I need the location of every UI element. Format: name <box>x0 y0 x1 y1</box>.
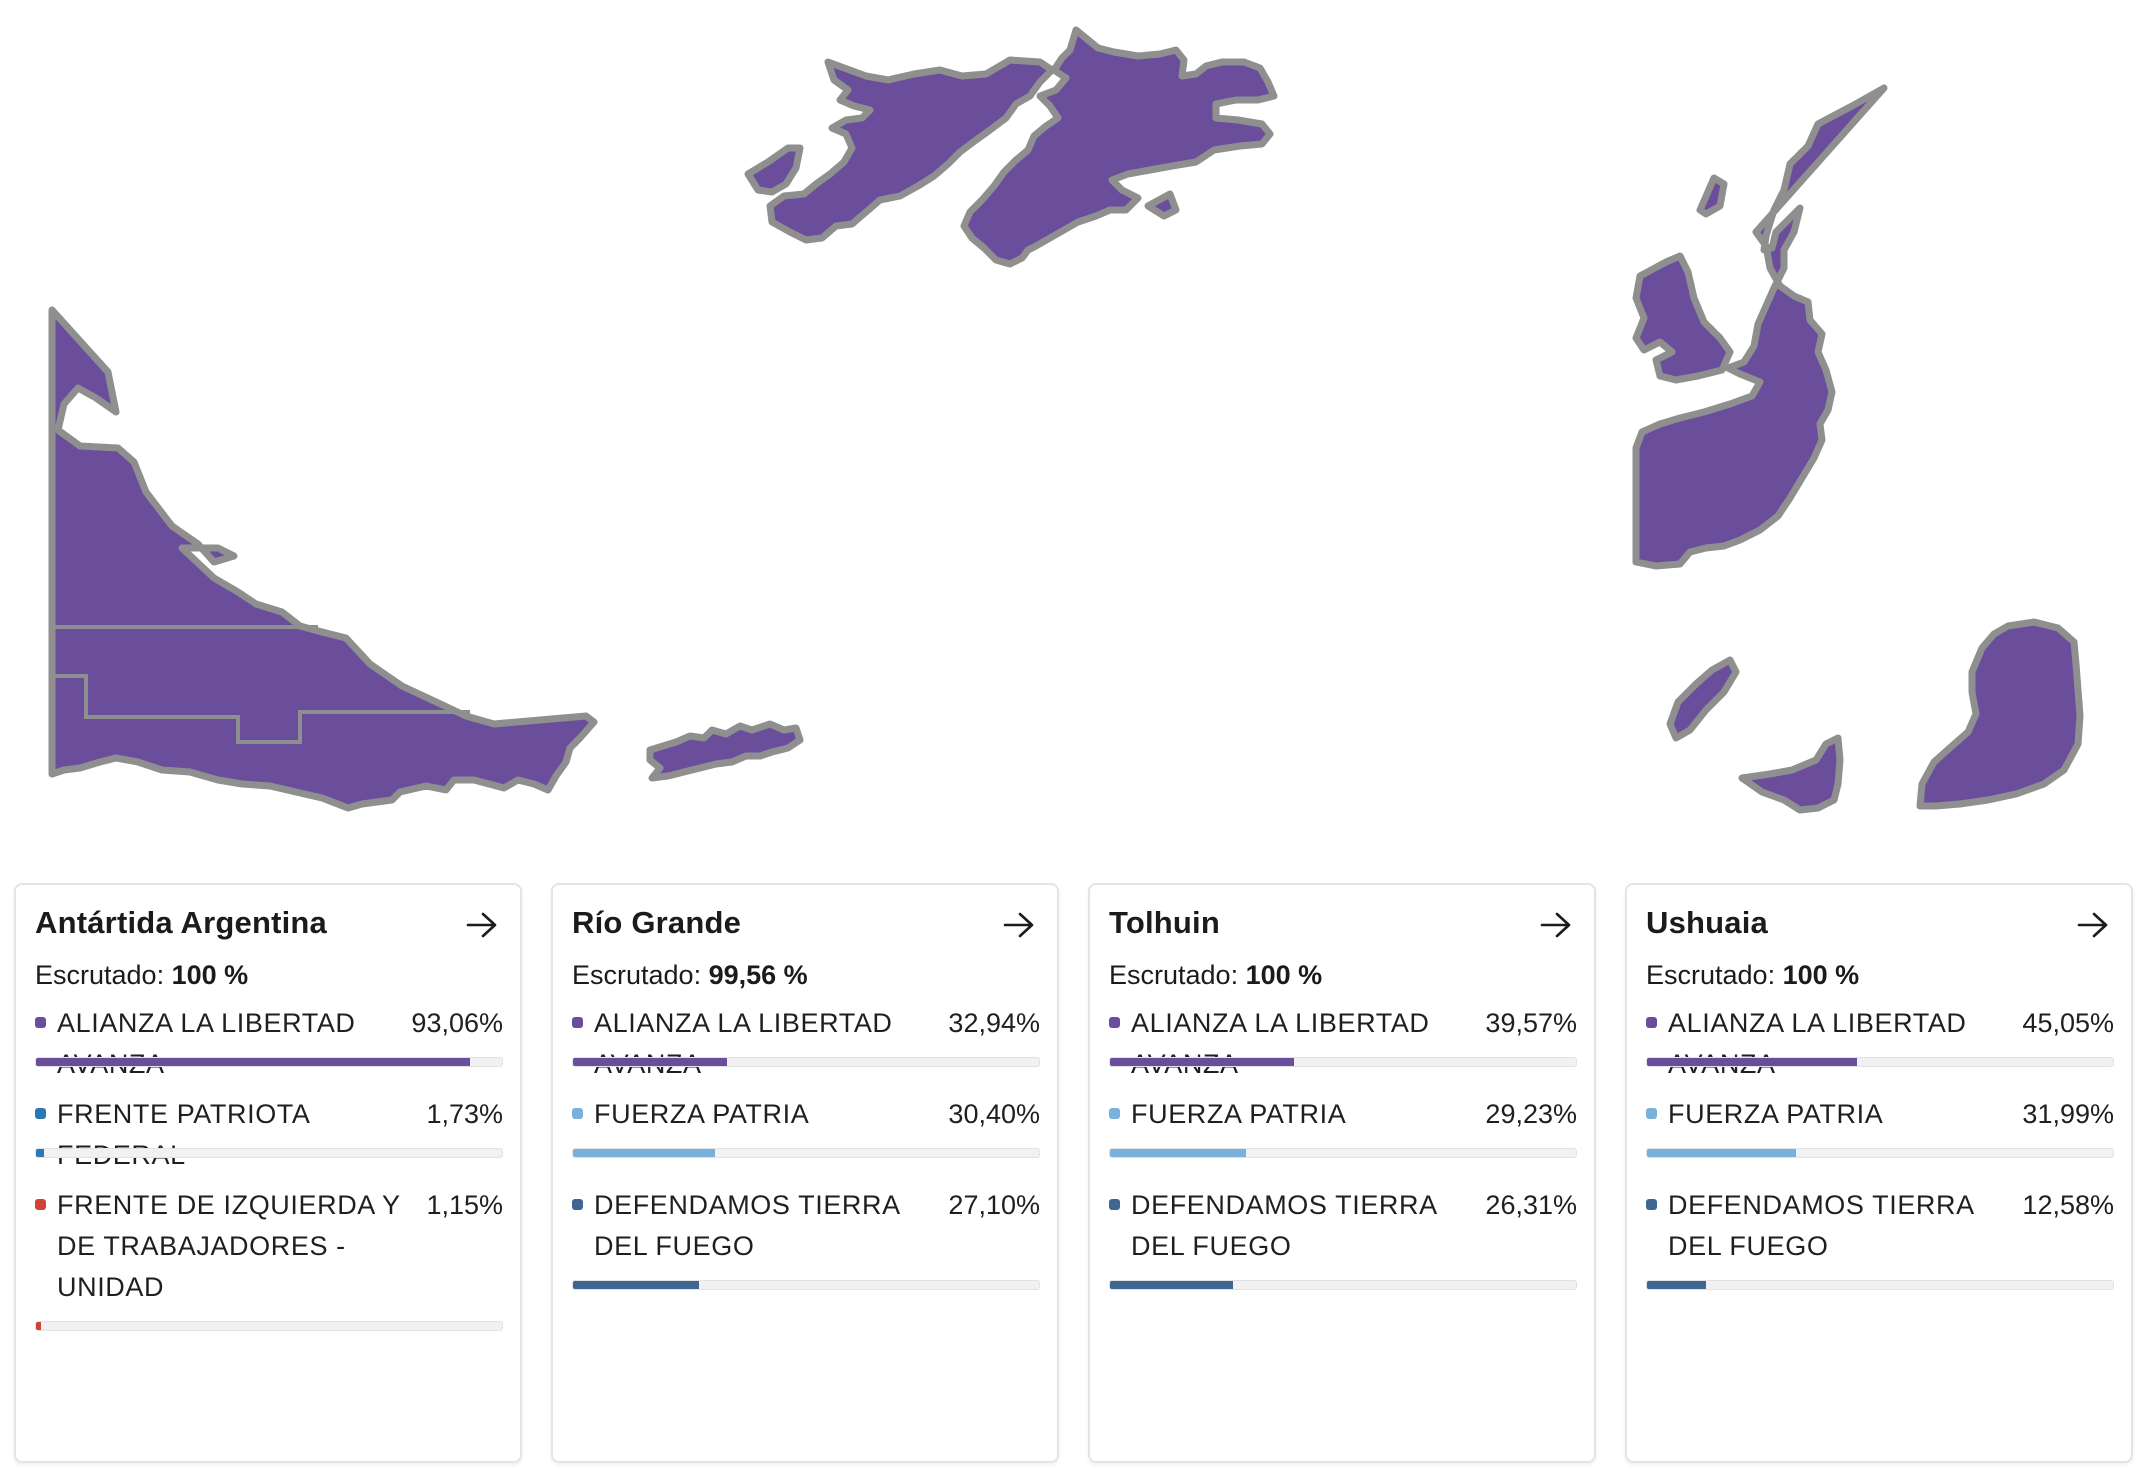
map-region-peninsula-antartica[interactable] <box>1632 84 1888 570</box>
result-card-tolhuin[interactable]: Tolhuin Escrutado: 100 % ALIANZA LA LIBERT… <box>1088 883 1596 1463</box>
party-name: DEFENDAMOS TIERRA DEL FUEGO <box>1131 1190 1437 1261</box>
party-color-dot <box>35 1199 46 1210</box>
party-color-dot <box>572 1017 583 1028</box>
map-region-isla-norte[interactable] <box>1696 174 1728 218</box>
party-name: ALIANZA LA LIBERTAD AVANZA <box>1131 1008 1430 1079</box>
scrutiny-value: 100 % <box>1245 960 1323 990</box>
party-percentage: 30,40% <box>948 1099 1040 1129</box>
scrutiny-label: Escrutado: <box>1109 960 1239 990</box>
party-progress-fill <box>1110 1281 1233 1289</box>
party-progress-bar <box>1109 1057 1577 1067</box>
map-region-isla-thurston[interactable] <box>1916 618 2084 810</box>
scrutiny-status: Escrutado: 100 % <box>35 960 248 991</box>
party-name: FRENTE DE IZQUIERDA Y DE TRABAJADORES - … <box>57 1190 401 1302</box>
map-region-isla-alexander[interactable] <box>1632 252 1734 384</box>
party-progress-bar <box>35 1321 503 1331</box>
scrutiny-label: Escrutado: <box>572 960 702 990</box>
party-percentage: 26,31% <box>1485 1190 1577 1220</box>
party-name: DEFENDAMOS TIERRA DEL FUEGO <box>1668 1190 1974 1261</box>
party-name: ALIANZA LA LIBERTAD AVANZA <box>1668 1008 1967 1079</box>
party-progress-fill <box>36 1058 470 1066</box>
party-percentage: 45,05% <box>2022 1008 2114 1038</box>
arrow-right-icon[interactable] <box>1003 911 1035 939</box>
scrutiny-status: Escrutado: 99,56 % <box>572 960 808 991</box>
map-region-isla-soledad[interactable] <box>960 26 1278 268</box>
party-percentage: 29,23% <box>1485 1099 1577 1129</box>
party-progress-bar <box>572 1148 1040 1158</box>
party-name: FUERZA PATRIA <box>1668 1099 1884 1129</box>
map-region-islote[interactable] <box>1144 190 1180 220</box>
card-title: Río Grande <box>572 905 742 940</box>
party-color-dot <box>1109 1199 1120 1210</box>
party-progress-fill <box>1647 1149 1797 1157</box>
party-color-dot <box>572 1199 583 1210</box>
result-card-ushuaia[interactable]: Ushuaia Escrutado: 100 % ALIANZA LA LIBERT… <box>1625 883 2133 1463</box>
map-region-tierra-del-fuego[interactable] <box>48 306 598 812</box>
party-name: ALIANZA LA LIBERTAD AVANZA <box>57 1008 356 1079</box>
party-progress-bar <box>35 1057 503 1067</box>
map-region-gran-malvina[interactable] <box>766 56 1056 244</box>
scrutiny-value: 100 % <box>171 960 249 990</box>
party-name: FUERZA PATRIA <box>594 1099 810 1129</box>
party-progress-bar <box>1109 1148 1577 1158</box>
arrow-right-icon[interactable] <box>2077 911 2109 939</box>
province-map <box>48 26 2084 814</box>
party-progress-bar <box>1646 1057 2114 1067</box>
party-progress-fill <box>573 1281 700 1289</box>
scrutiny-label: Escrutado: <box>35 960 165 990</box>
party-progress-bar <box>35 1148 503 1158</box>
result-card-antartida-argentina[interactable]: Antártida Argentina Escrutado: 100 % ALIAN… <box>14 883 522 1463</box>
card-title: Tolhuin <box>1109 905 1221 940</box>
party-name: FRENTE PATRIOTA FEDERAL <box>57 1099 310 1170</box>
party-percentage: 93,06% <box>411 1008 503 1038</box>
card-title: Antártida Argentina <box>35 905 328 940</box>
party-color-dot <box>35 1108 46 1119</box>
map-region-isla-pequena[interactable] <box>744 144 804 196</box>
party-progress-fill <box>36 1149 45 1157</box>
party-progress-bar <box>1646 1280 2114 1290</box>
party-percentage: 12,58% <box>2022 1190 2114 1220</box>
arrow-right-icon[interactable] <box>1540 911 1572 939</box>
party-progress-bar <box>1646 1148 2114 1158</box>
party-progress-fill <box>573 1058 727 1066</box>
party-color-dot <box>1646 1017 1657 1028</box>
party-progress-bar <box>572 1280 1040 1290</box>
scrutiny-status: Escrutado: 100 % <box>1109 960 1322 991</box>
party-percentage: 27,10% <box>948 1190 1040 1220</box>
party-percentage: 31,99% <box>2022 1099 2114 1129</box>
party-progress-fill <box>573 1149 715 1157</box>
party-percentage: 1,15% <box>426 1190 503 1220</box>
party-color-dot <box>1646 1108 1657 1119</box>
scrutiny-value: 100 % <box>1782 960 1860 990</box>
party-color-dot <box>1109 1108 1120 1119</box>
party-name: DEFENDAMOS TIERRA DEL FUEGO <box>594 1190 900 1261</box>
map-region-isla-berkner[interactable] <box>1666 656 1740 742</box>
card-title: Ushuaia <box>1646 905 1768 940</box>
party-progress-fill <box>1647 1281 1706 1289</box>
scrutiny-value: 99,56 % <box>708 960 808 990</box>
party-percentage: 39,57% <box>1485 1008 1577 1038</box>
party-progress-fill <box>36 1322 42 1330</box>
party-progress-fill <box>1110 1149 1247 1157</box>
result-card-rio-grande[interactable]: Río Grande Escrutado: 99,56 % ALIANZA LA L… <box>551 883 1059 1463</box>
party-progress-bar <box>572 1057 1040 1067</box>
scrutiny-status: Escrutado: 100 % <box>1646 960 1859 991</box>
party-color-dot <box>1646 1199 1657 1210</box>
party-progress-fill <box>1647 1058 1857 1066</box>
party-name: FUERZA PATRIA <box>1131 1099 1347 1129</box>
arrow-right-icon[interactable] <box>466 911 498 939</box>
party-color-dot <box>1109 1017 1120 1028</box>
party-percentage: 1,73% <box>426 1099 503 1129</box>
party-name: ALIANZA LA LIBERTAD AVANZA <box>594 1008 893 1079</box>
party-color-dot <box>35 1017 46 1028</box>
party-progress-fill <box>1110 1058 1295 1066</box>
party-progress-bar <box>1109 1280 1577 1290</box>
party-color-dot <box>572 1108 583 1119</box>
map-region-isla-sur[interactable] <box>1738 734 1844 814</box>
scrutiny-label: Escrutado: <box>1646 960 1776 990</box>
map-region-isla-de-los-estados[interactable] <box>646 720 804 782</box>
party-percentage: 32,94% <box>948 1008 1040 1038</box>
